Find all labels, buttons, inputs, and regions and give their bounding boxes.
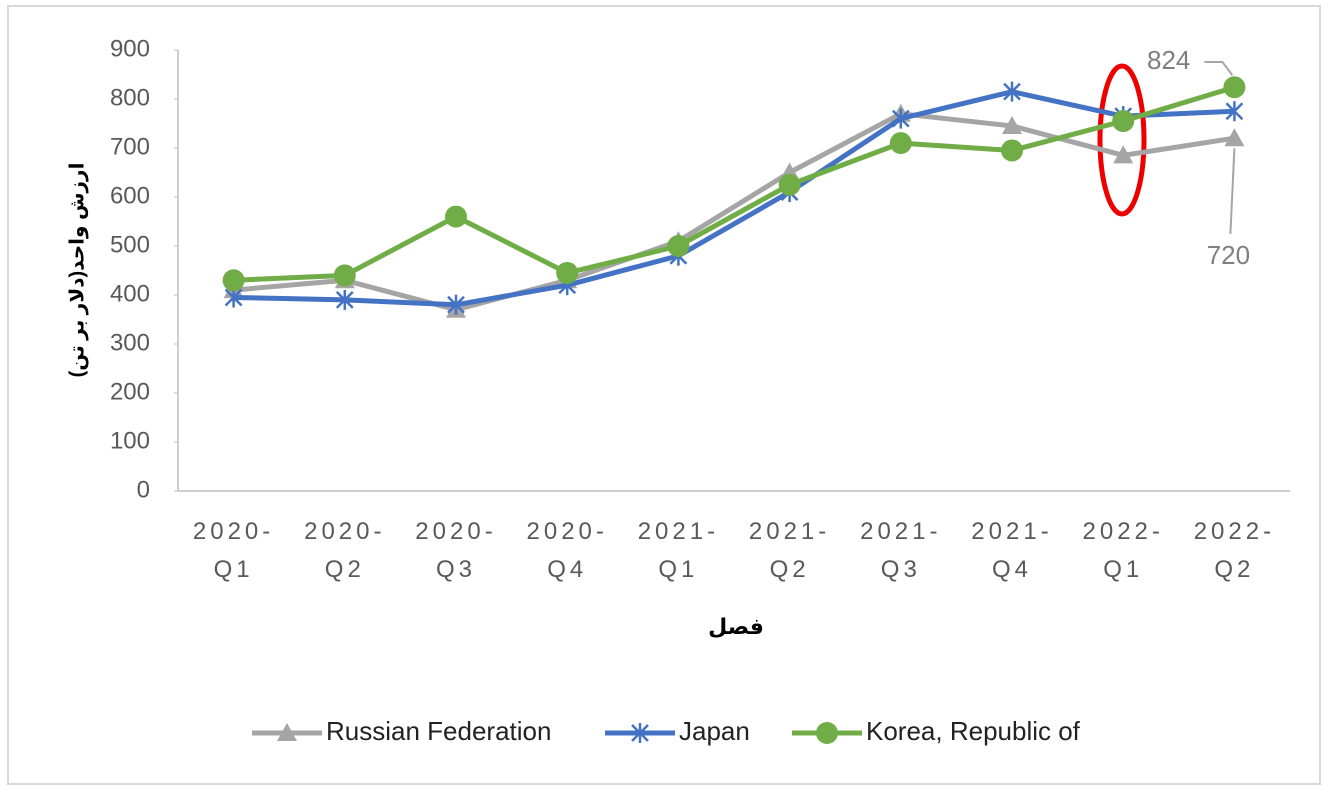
data-point (889, 132, 912, 155)
series-line (233, 111, 1235, 313)
data-point (1225, 101, 1244, 122)
data-point (667, 235, 690, 257)
series-line (233, 89, 1235, 308)
x-tick-label: 2020-Q1 (193, 518, 274, 583)
data-point (1002, 115, 1022, 134)
x-tick-label: 2022-Q1 (1083, 518, 1164, 583)
legend-marker (816, 722, 838, 744)
series-line (233, 84, 1236, 283)
legend-label: Korea, Republic of (866, 716, 1081, 746)
data-point (1003, 81, 1021, 102)
data-point (335, 289, 354, 310)
data-point (1113, 145, 1134, 164)
leader-line (1204, 61, 1234, 76)
x-tick-label: 2021-Q2 (749, 518, 830, 583)
legend-marker (277, 723, 297, 741)
y-tick-label: 0 (137, 476, 150, 503)
data-point (1112, 110, 1135, 133)
x-tick-label: 2020-Q4 (527, 518, 608, 583)
data-point (556, 261, 579, 284)
leader-line (1229, 148, 1236, 235)
y-tick-label: 500 (110, 231, 150, 258)
data-point (891, 108, 910, 129)
legend-label: Russian Federation (326, 716, 551, 746)
highlight-ellipse (1097, 63, 1147, 217)
data-point (778, 173, 801, 196)
data-point (333, 264, 356, 287)
y-tick-label: 300 (110, 329, 150, 356)
y-tick-label: 200 (110, 378, 150, 405)
data-point (445, 205, 467, 228)
data-label: 720 (1207, 240, 1250, 270)
data-point (1223, 76, 1246, 99)
x-tick-label: 2022-Q2 (1194, 518, 1275, 583)
y-axis-title: ارزش واحد(دلار بر تن) (66, 163, 88, 378)
x-tick-label: 2021-Q1 (638, 518, 719, 583)
y-tick-label: 900 (110, 35, 150, 62)
data-label: 824 (1147, 45, 1190, 75)
data-point (447, 294, 465, 315)
x-tick-label: 2021-Q4 (971, 518, 1052, 583)
x-tick-label: 2021-Q3 (860, 518, 941, 583)
y-tick-label: 100 (110, 427, 150, 454)
y-tick-label: 600 (110, 182, 150, 209)
x-axis-title: فصل (708, 614, 764, 639)
data-point (1001, 139, 1023, 162)
y-tick-label: 700 (110, 133, 150, 160)
y-tick-label: 400 (110, 280, 150, 307)
data-point (1224, 128, 1245, 147)
y-tick-label: 800 (110, 84, 150, 111)
x-tick-label: 2020-Q3 (415, 518, 496, 583)
legend-marker (631, 723, 649, 743)
data-point (222, 269, 245, 292)
x-tick-label: 2020-Q2 (304, 518, 385, 583)
legend-label: Japan (679, 716, 750, 746)
